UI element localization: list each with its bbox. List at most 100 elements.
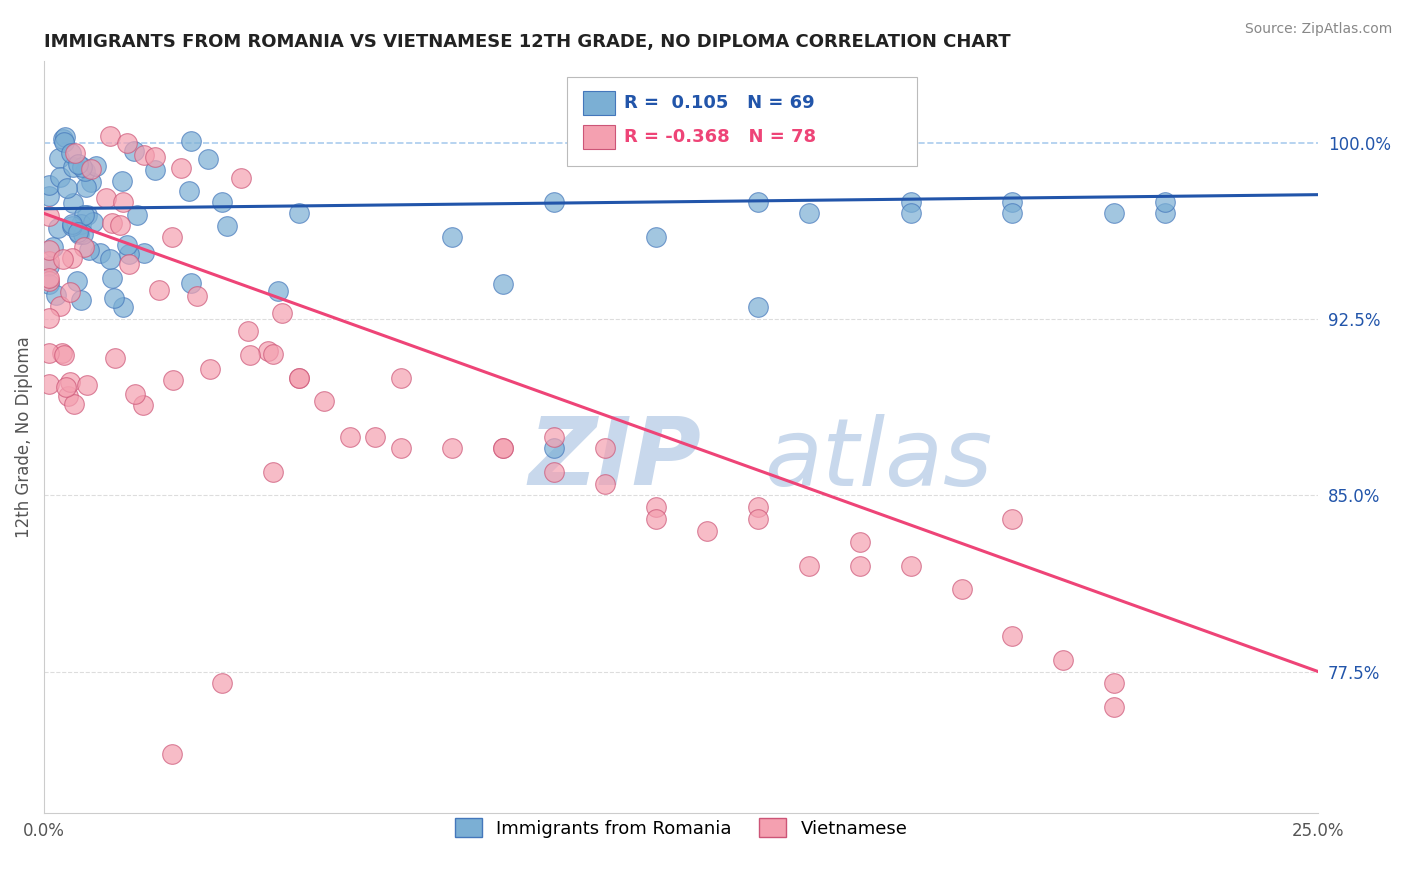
Point bbox=[67, 225, 90, 239]
Point bbox=[262, 465, 284, 479]
Point bbox=[143, 150, 166, 164]
Point bbox=[122, 144, 145, 158]
Point bbox=[55, 380, 77, 394]
Point bbox=[52, 252, 75, 267]
Point bbox=[70, 160, 93, 174]
Point bbox=[59, 146, 82, 161]
FancyBboxPatch shape bbox=[567, 78, 917, 166]
Point bbox=[900, 194, 922, 209]
Point bbox=[132, 398, 155, 412]
Text: R = -0.368   N = 78: R = -0.368 N = 78 bbox=[624, 128, 815, 145]
Point bbox=[80, 161, 103, 176]
Point bbox=[288, 371, 311, 385]
Point bbox=[186, 288, 208, 302]
Legend: Immigrants from Romania, Vietnamese: Immigrants from Romania, Vietnamese bbox=[447, 811, 915, 845]
Point bbox=[118, 247, 141, 261]
Point bbox=[180, 277, 202, 291]
Point bbox=[339, 430, 361, 444]
Point bbox=[1052, 653, 1074, 667]
Point bbox=[118, 257, 141, 271]
Point bbox=[98, 252, 121, 266]
Point bbox=[492, 277, 515, 291]
Point bbox=[644, 512, 666, 526]
Point bbox=[84, 160, 107, 174]
Point bbox=[100, 271, 122, 285]
Point bbox=[177, 185, 200, 199]
Point bbox=[1001, 629, 1024, 643]
Point bbox=[66, 275, 89, 289]
Text: IMMIGRANTS FROM ROMANIA VS VIETNAMESE 12TH GRADE, NO DIPLOMA CORRELATION CHART: IMMIGRANTS FROM ROMANIA VS VIETNAMESE 12… bbox=[44, 33, 1011, 51]
Point bbox=[747, 512, 769, 526]
Point bbox=[1001, 512, 1024, 526]
Point bbox=[797, 206, 820, 220]
Text: Source: ZipAtlas.com: Source: ZipAtlas.com bbox=[1244, 22, 1392, 37]
Point bbox=[79, 244, 101, 258]
Point bbox=[389, 371, 412, 385]
Y-axis label: 12th Grade, No Diploma: 12th Grade, No Diploma bbox=[15, 335, 32, 538]
Point bbox=[38, 209, 60, 223]
Point bbox=[1154, 206, 1177, 220]
Point bbox=[217, 219, 239, 233]
Text: ZIP: ZIP bbox=[529, 413, 702, 505]
Point bbox=[111, 300, 134, 314]
Point bbox=[900, 206, 922, 220]
Point bbox=[1001, 194, 1024, 209]
Point bbox=[848, 558, 870, 573]
Point bbox=[132, 246, 155, 260]
Point bbox=[197, 152, 219, 166]
Point bbox=[950, 582, 973, 597]
Point bbox=[75, 164, 97, 178]
Point bbox=[1104, 206, 1126, 220]
Point bbox=[543, 442, 565, 456]
Point bbox=[59, 285, 82, 299]
Text: R =  0.105   N = 69: R = 0.105 N = 69 bbox=[624, 94, 814, 112]
Point bbox=[211, 676, 233, 690]
Point bbox=[38, 178, 60, 192]
Point bbox=[256, 343, 278, 358]
Point bbox=[48, 151, 70, 165]
Point bbox=[160, 230, 183, 244]
Point bbox=[593, 442, 616, 456]
Point bbox=[59, 376, 82, 390]
Point bbox=[543, 194, 565, 209]
Point bbox=[239, 349, 262, 363]
Point bbox=[125, 208, 148, 222]
Point bbox=[266, 284, 288, 298]
Point bbox=[103, 291, 125, 305]
Point bbox=[38, 259, 60, 273]
Point bbox=[76, 377, 98, 392]
Point bbox=[115, 136, 138, 151]
Point bbox=[160, 747, 183, 761]
Point bbox=[180, 134, 202, 148]
Point bbox=[644, 500, 666, 515]
Point bbox=[38, 277, 60, 292]
Point bbox=[900, 558, 922, 573]
Point bbox=[38, 188, 60, 202]
Bar bbox=[583, 125, 614, 149]
Point bbox=[42, 240, 65, 254]
Point bbox=[1104, 699, 1126, 714]
Point bbox=[492, 442, 515, 456]
Point bbox=[170, 161, 193, 175]
Point bbox=[62, 396, 84, 410]
Point bbox=[101, 216, 124, 230]
Text: atlas: atlas bbox=[763, 414, 993, 505]
Point bbox=[51, 346, 73, 360]
Point bbox=[60, 217, 83, 231]
Point bbox=[747, 301, 769, 315]
Point bbox=[60, 219, 83, 234]
Point bbox=[644, 230, 666, 244]
Point bbox=[52, 135, 75, 149]
Point bbox=[1001, 206, 1024, 220]
Point bbox=[288, 206, 311, 220]
Point bbox=[45, 288, 67, 302]
Point bbox=[76, 208, 98, 222]
Point bbox=[66, 157, 89, 171]
Point bbox=[49, 299, 72, 313]
Point bbox=[747, 500, 769, 515]
Point bbox=[70, 217, 93, 231]
Point bbox=[747, 194, 769, 209]
Point bbox=[60, 251, 83, 265]
Bar bbox=[583, 91, 614, 115]
Point bbox=[56, 181, 79, 195]
